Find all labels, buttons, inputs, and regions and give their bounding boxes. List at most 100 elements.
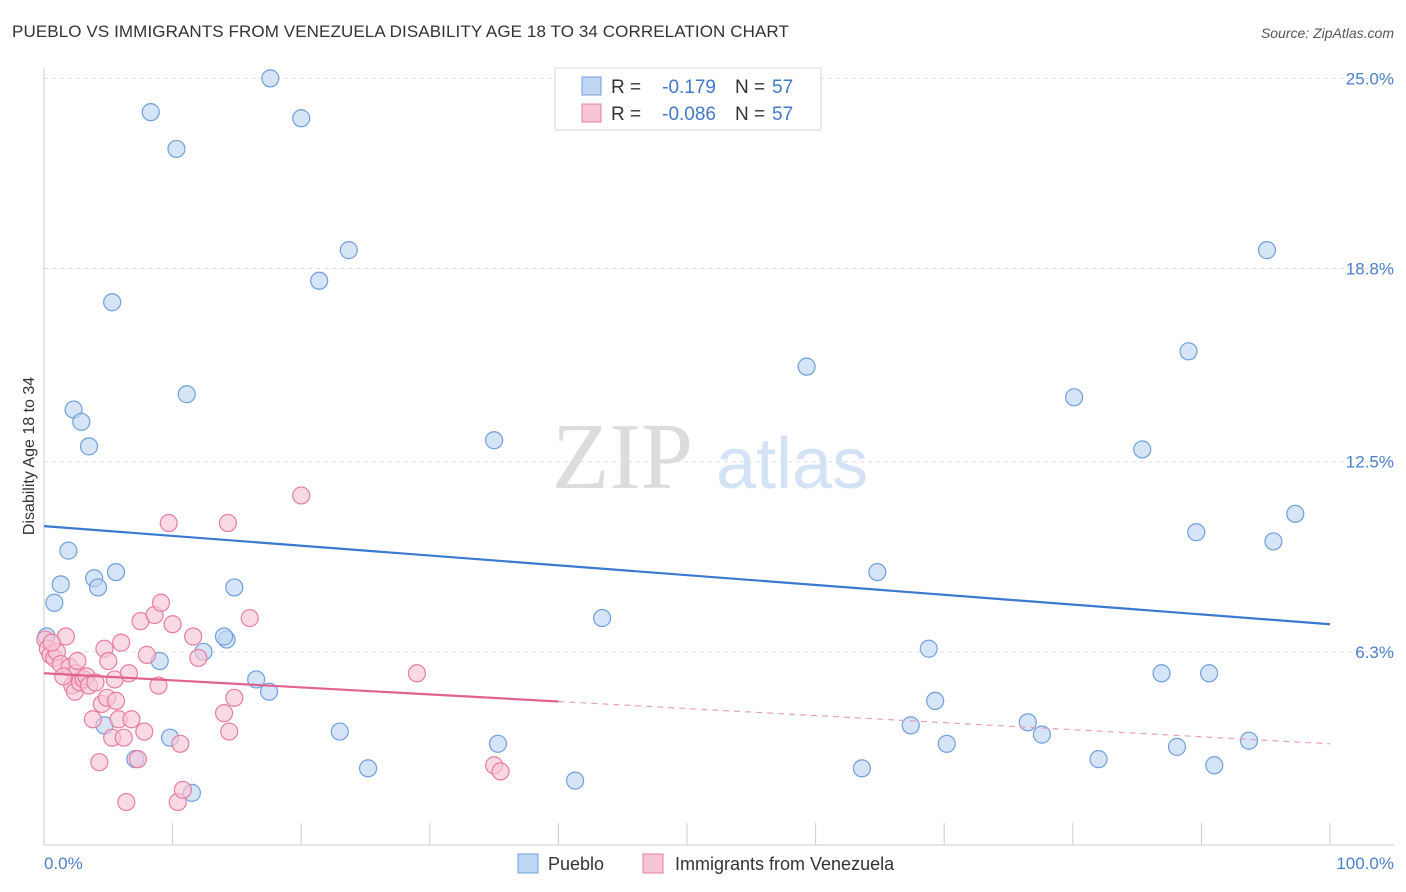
- venezuela-trend-line: [43, 672, 559, 703]
- venezuela-point: [292, 486, 311, 505]
- y-tick-label: 12.5%: [1346, 453, 1394, 472]
- stats-swatch-venezuela: [581, 103, 602, 123]
- legend-swatch-venezuela: [642, 853, 664, 874]
- stats-swatch-pueblo: [581, 76, 602, 96]
- venezuela-point: [151, 593, 171, 612]
- pueblo-point: [488, 734, 508, 753]
- pueblo-point: [1152, 664, 1171, 683]
- pueblo-point: [1018, 713, 1037, 732]
- pueblo-point: [1264, 532, 1283, 551]
- stats-n-label-venezuela: N =: [735, 104, 765, 125]
- x-ticks: [43, 823, 1331, 845]
- legend-label-venezuela: Immigrants from Venezuela: [675, 854, 895, 874]
- chart-title: PUEBLO VS IMMIGRANTS FROM VENEZUELA DISA…: [12, 22, 789, 41]
- stats-n-value-venezuela: 57: [772, 104, 793, 125]
- pueblo-point: [225, 578, 244, 597]
- pueblo-point: [485, 431, 504, 450]
- series-legend: Pueblo Immigrants from Venezuela: [517, 853, 895, 874]
- pueblo-point: [1089, 750, 1108, 769]
- pueblo-point: [566, 771, 585, 790]
- pueblo-point: [79, 437, 99, 456]
- venezuela-point: [173, 780, 192, 799]
- watermark-atlas: atlas: [716, 424, 868, 504]
- venezuela-point: [163, 615, 182, 634]
- x-tick-label-max: 100.0%: [1336, 854, 1394, 873]
- venezuela-point: [135, 722, 154, 741]
- pueblo-point: [330, 722, 349, 741]
- pueblo-point: [919, 639, 938, 658]
- venezuela-point: [128, 750, 147, 769]
- pueblo-point: [292, 109, 311, 128]
- pueblo-point: [72, 412, 91, 431]
- watermark-zip: ZIP: [552, 405, 693, 509]
- pueblo-point: [1167, 737, 1187, 756]
- venezuela-point: [225, 688, 244, 707]
- pueblo-point: [45, 593, 64, 612]
- pueblo-point: [51, 575, 70, 594]
- source-label: Source: ZipAtlas.com: [1260, 25, 1394, 41]
- pueblo-point: [868, 562, 887, 582]
- series-venezuela-points: [36, 486, 510, 812]
- venezuela-point: [117, 792, 136, 812]
- venezuela-point: [54, 667, 73, 686]
- pueblo-point: [937, 734, 956, 753]
- y-tick-label: 18.8%: [1346, 260, 1394, 279]
- pueblo-point: [358, 759, 378, 778]
- venezuela-trend-extension: [558, 700, 1331, 745]
- venezuela-point: [189, 648, 208, 668]
- pueblo-point: [1205, 756, 1224, 775]
- venezuela-point: [99, 651, 118, 671]
- venezuela-point: [240, 608, 259, 628]
- legend-swatch-pueblo: [517, 853, 539, 874]
- pueblo-point: [103, 293, 122, 312]
- trend-lines: [43, 524, 1331, 745]
- venezuela-point: [122, 710, 141, 729]
- pueblo-point: [593, 608, 612, 628]
- pueblo-point: [1187, 523, 1206, 542]
- pueblo-point: [901, 716, 920, 735]
- venezuela-point: [83, 710, 102, 729]
- venezuela-point: [137, 645, 156, 664]
- stats-legend: R = -0.179 N = 57 R = -0.086 N = 57: [554, 67, 822, 131]
- venezuela-point: [491, 762, 510, 781]
- venezuela-point: [86, 673, 105, 692]
- stats-r-value-venezuela: -0.086: [662, 104, 716, 125]
- venezuela-point: [407, 664, 427, 683]
- venezuela-point: [68, 651, 87, 671]
- pueblo-point: [1179, 342, 1198, 361]
- venezuela-point: [171, 734, 190, 753]
- pueblo-point: [177, 385, 196, 404]
- stats-r-value-pueblo: -0.179: [662, 77, 716, 98]
- y-axis-title: Disability Age 18 to 34: [21, 377, 38, 535]
- pueblo-point: [852, 759, 871, 778]
- pueblo-point: [1257, 241, 1277, 260]
- pueblo-point: [926, 691, 945, 710]
- pueblo-point: [339, 241, 358, 260]
- pueblo-point: [261, 69, 280, 88]
- pueblo-point: [259, 682, 279, 701]
- grid-lines: [44, 77, 1394, 653]
- venezuela-point: [220, 722, 239, 741]
- pueblo-point: [797, 357, 816, 376]
- pueblo-point: [88, 578, 108, 597]
- venezuela-point: [42, 633, 61, 652]
- stats-n-value-pueblo: 57: [772, 77, 793, 98]
- y-tick-label: 6.3%: [1355, 643, 1394, 662]
- venezuela-point: [218, 513, 237, 533]
- pueblo-point: [1032, 725, 1052, 744]
- y-tick-label: 25.0%: [1346, 69, 1394, 88]
- pueblo-point: [59, 541, 78, 560]
- pueblo-point: [1064, 388, 1084, 407]
- series-pueblo-points: [37, 69, 1305, 802]
- venezuela-point: [114, 728, 133, 747]
- stats-r-label-pueblo: R =: [611, 77, 641, 98]
- legend-label-pueblo: Pueblo: [548, 854, 604, 874]
- venezuela-point: [149, 676, 168, 695]
- pueblo-point: [1239, 731, 1259, 750]
- stats-n-label-pueblo: N =: [735, 77, 765, 98]
- venezuela-point: [184, 627, 203, 646]
- venezuela-point: [159, 513, 178, 533]
- axes: [43, 68, 1394, 846]
- pueblo-point: [1200, 664, 1219, 683]
